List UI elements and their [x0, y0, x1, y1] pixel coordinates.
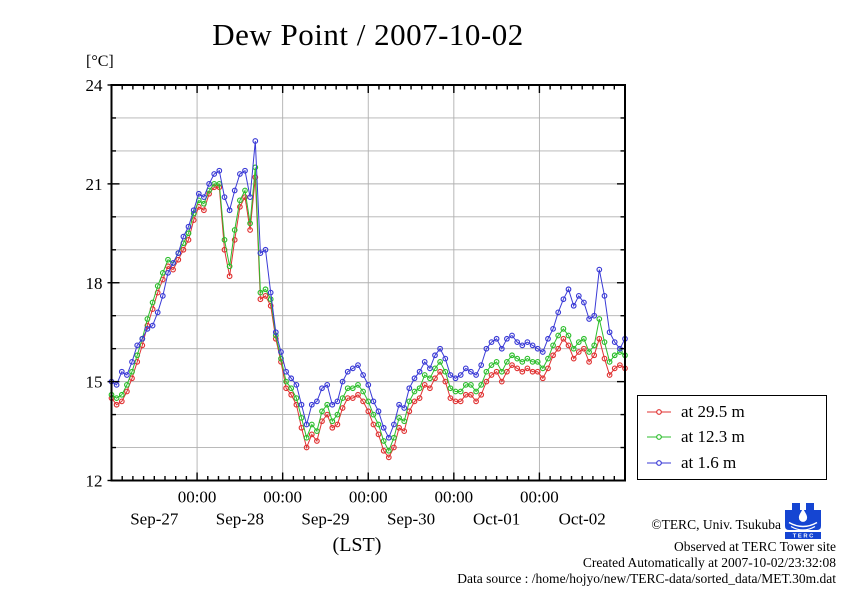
legend-item-at-1-6-m: at 1.6 m	[646, 451, 826, 475]
x-tick-time-label: 00:00	[434, 488, 473, 507]
y-tick-label: 15	[86, 373, 103, 392]
series-at-1-6-m	[108, 138, 628, 441]
chart-title: Dew Point / 2007-10-02	[212, 17, 524, 52]
wave-arc-1	[788, 521, 818, 528]
legend-item-at-29-5-m: at 29.5 m	[646, 400, 826, 424]
x-tick-time-label: 00:00	[178, 488, 217, 507]
x-tick-time-label: 00:00	[263, 488, 302, 507]
created-at-text: Created Automatically at 2007-10-02/23:3…	[582, 554, 836, 570]
x-tick-date-label: Sep-30	[387, 510, 435, 529]
x-tick-date-label: Sep-28	[216, 510, 264, 529]
x-tick-time-label: 00:00	[520, 488, 559, 507]
y-tick-label: 24	[86, 76, 104, 95]
terc-logo-strip	[785, 532, 821, 539]
x-tick-date-label: Oct-01	[473, 510, 520, 529]
legend-item-label: at 1.6 m	[681, 453, 737, 473]
legend-item-at-12-3-m: at 12.3 m	[646, 425, 826, 449]
legend-marker-icon	[647, 434, 671, 441]
x-tick-time-label: 00:00	[349, 488, 388, 507]
copyright-text: ©TERC, Univ. Tsukuba	[651, 517, 781, 532]
y-tick-label: 21	[86, 175, 103, 194]
legend: at 29.5 m at 12.3 m at 1.6 m	[637, 395, 827, 480]
water-droplet-icon	[798, 508, 808, 522]
data-source-text: Data source : /home/hojyo/new/TERC-data/…	[457, 570, 836, 586]
y-axis-unit-label: [°C]	[86, 53, 114, 70]
terc-logo: T E R C	[785, 503, 821, 539]
axis-ticks	[107, 84, 625, 482]
footer-info: Observed at TERC Tower site Created Auto…	[457, 539, 836, 586]
y-tick-label: 18	[86, 274, 103, 293]
y-tick-label: 12	[86, 472, 103, 491]
legend-marker-icon	[647, 460, 671, 467]
x-tick-date-label: Oct-02	[559, 510, 606, 529]
gridlines	[111, 85, 625, 481]
wave-arc-2	[790, 525, 816, 531]
observed-at-text: Observed at TERC Tower site	[673, 539, 836, 554]
terc-logo-text: T E R C	[793, 534, 814, 539]
legend-item-label: at 29.5 m	[681, 401, 745, 421]
legend-marker-icon	[647, 408, 671, 415]
legend-item-label: at 12.3 m	[681, 427, 745, 447]
x-tick-date-label: Sep-27	[130, 510, 179, 529]
x-axis-label: (LST)	[332, 534, 382, 556]
x-tick-date-label: Sep-29	[301, 510, 349, 529]
